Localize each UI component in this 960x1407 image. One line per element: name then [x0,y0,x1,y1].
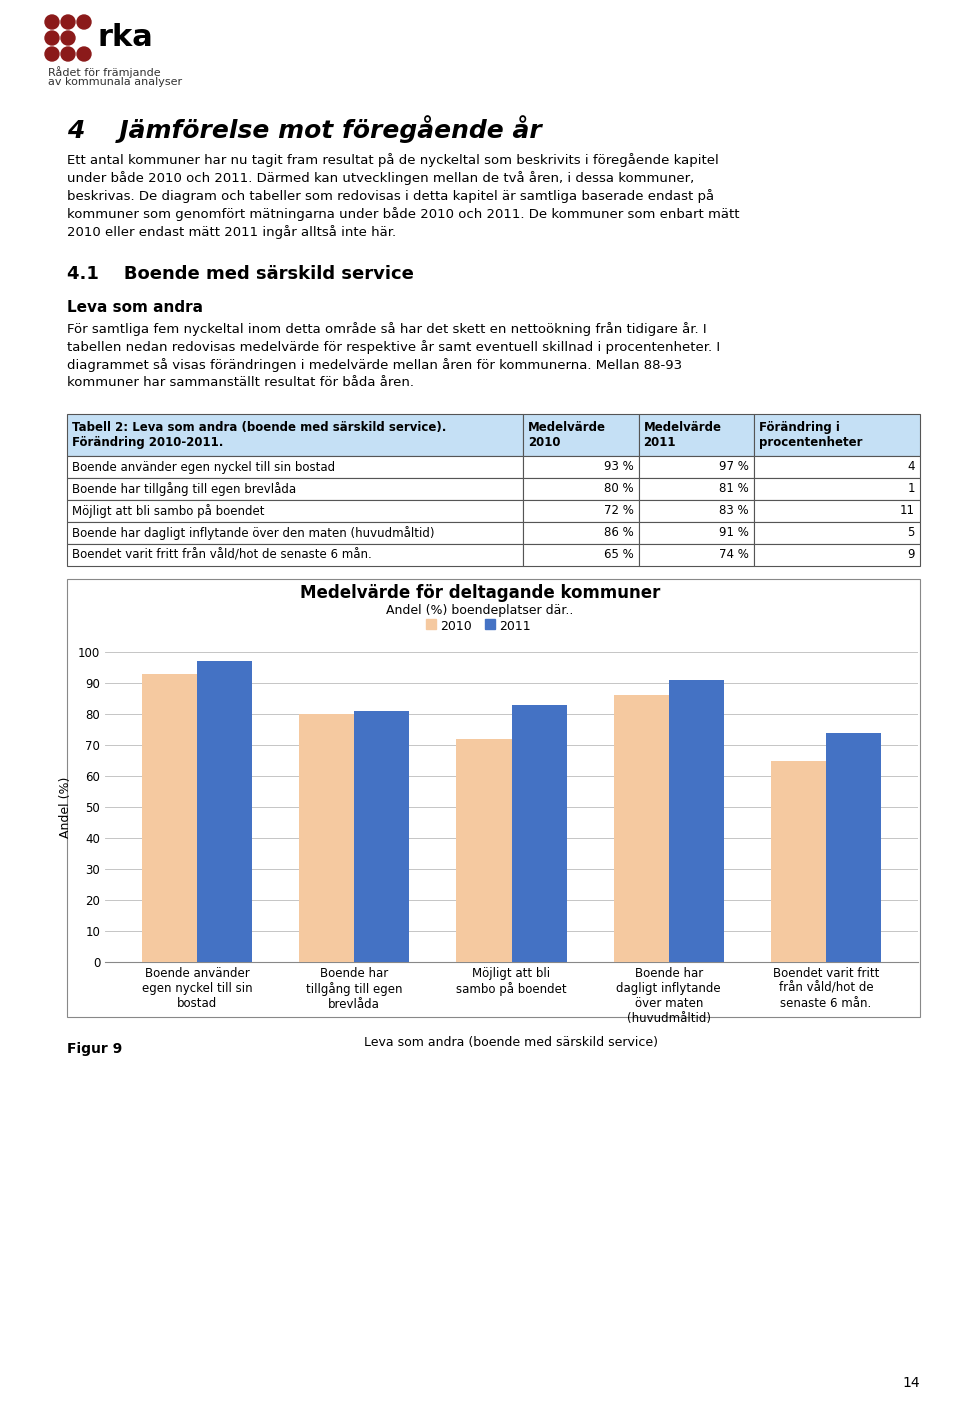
Text: under både 2010 och 2011. Därmed kan utvecklingen mellan de två åren, i dessa ko: under både 2010 och 2011. Därmed kan utv… [67,172,694,184]
Text: 86 %: 86 % [604,526,634,539]
Text: Andel (%) boendeplatser där..: Andel (%) boendeplatser där.. [386,604,574,618]
Text: Förändring i
procentenheter: Förändring i procentenheter [758,421,862,449]
Bar [67,414,523,456]
Bar [754,545,920,566]
Bar [523,414,638,456]
Bar [638,499,754,522]
Text: Tabell 2: Leva som andra (boende med särskild service).
Förändring 2010-2011.: Tabell 2: Leva som andra (boende med sär… [72,421,446,449]
Text: 4: 4 [907,460,915,474]
Circle shape [45,31,59,45]
Text: 11: 11 [900,505,915,518]
Text: 72 %: 72 % [604,505,634,518]
X-axis label: Leva som andra (boende med särskild service): Leva som andra (boende med särskild serv… [365,1036,659,1050]
Bar [197,661,252,962]
Circle shape [45,15,59,30]
Bar [67,580,920,1017]
Bar [67,456,523,478]
Bar [754,456,920,478]
Text: 91 %: 91 % [719,526,749,539]
Bar [754,499,920,522]
Text: 14: 14 [902,1376,920,1390]
Bar [512,705,566,962]
Text: 2010: 2010 [440,620,471,633]
Text: 5: 5 [907,526,915,539]
Text: 97 %: 97 % [719,460,749,474]
Bar [300,713,354,962]
Text: 93 %: 93 % [604,460,634,474]
Circle shape [45,46,59,61]
Text: kommuner har sammanställt resultat för båda åren.: kommuner har sammanställt resultat för b… [67,376,414,388]
Text: Boende har dagligt inflytande över den maten (huvudmåltid): Boende har dagligt inflytande över den m… [72,526,435,540]
Text: Boende har tillgång till egen brevlåda: Boende har tillgång till egen brevlåda [72,483,296,497]
Bar [754,522,920,545]
Bar [754,478,920,499]
Bar [354,711,409,962]
Y-axis label: Andel (%): Andel (%) [60,777,72,837]
Text: 81 %: 81 % [719,483,749,495]
Text: Möjligt att bli sambo på boendet: Möjligt att bli sambo på boendet [72,504,265,518]
Text: av kommunala analyser: av kommunala analyser [48,77,182,87]
Text: Figur 9: Figur 9 [67,1043,122,1057]
Text: Rådet för främjande: Rådet för främjande [48,66,160,77]
Text: Boendet varit fritt från våld/hot de senaste 6 mån.: Boendet varit fritt från våld/hot de sen… [72,549,372,561]
Bar [613,695,669,962]
Text: 80 %: 80 % [604,483,634,495]
Bar [67,499,523,522]
Text: 1: 1 [907,483,915,495]
Bar [638,522,754,545]
Bar [523,478,638,499]
Bar [638,545,754,566]
Bar [67,522,523,545]
Text: 2010 eller endast mätt 2011 ingår alltså inte här.: 2010 eller endast mätt 2011 ingår alltså… [67,225,396,239]
Circle shape [77,15,91,30]
Bar [456,739,512,962]
Text: Medelvärde för deltagande kommuner: Medelvärde för deltagande kommuner [300,584,660,602]
Circle shape [77,46,91,61]
Bar [67,545,523,566]
Text: Leva som andra: Leva som andra [67,300,203,315]
Text: tabellen nedan redovisas medelvärde för respektive år samt eventuell skillnad i : tabellen nedan redovisas medelvärde för … [67,340,720,355]
Text: 9: 9 [907,549,915,561]
Text: För samtliga fem nyckeltal inom detta område så har det skett en nettoökning frå: För samtliga fem nyckeltal inom detta om… [67,322,707,336]
Text: 74 %: 74 % [719,549,749,561]
Bar [754,414,920,456]
Text: kommuner som genomfört mätningarna under både 2010 och 2011. De kommuner som enb: kommuner som genomfört mätningarna under… [67,207,739,221]
Bar [426,619,436,629]
Circle shape [61,46,75,61]
Text: Medelvärde
2011: Medelvärde 2011 [643,421,722,449]
Bar [523,456,638,478]
Bar [523,522,638,545]
Text: 83 %: 83 % [719,505,749,518]
Text: Ett antal kommuner har nu tagit fram resultat på de nyckeltal som beskrivits i f: Ett antal kommuner har nu tagit fram res… [67,153,719,167]
Text: beskrivas. De diagram och tabeller som redovisas i detta kapitel är samtliga bas: beskrivas. De diagram och tabeller som r… [67,189,714,203]
Text: diagrammet så visas förändringen i medelvärde mellan åren för kommunerna. Mellan: diagrammet så visas förändringen i medel… [67,357,683,371]
Bar [669,680,724,962]
Bar [523,499,638,522]
Bar [523,545,638,566]
Bar [638,456,754,478]
Circle shape [61,31,75,45]
Bar [771,761,826,962]
Text: 4.1    Boende med särskild service: 4.1 Boende med särskild service [67,265,414,283]
Circle shape [61,15,75,30]
Bar [638,478,754,499]
Text: 65 %: 65 % [604,549,634,561]
Bar [638,414,754,456]
Bar [142,674,197,962]
Text: 4    Jämförelse mot föregående år: 4 Jämförelse mot föregående år [67,115,541,144]
Bar [67,478,523,499]
Bar [485,619,495,629]
Text: Medelvärde
2010: Medelvärde 2010 [528,421,607,449]
Text: 2011: 2011 [499,620,531,633]
Text: Boende använder egen nyckel till sin bostad: Boende använder egen nyckel till sin bos… [72,460,335,474]
Bar [826,733,881,962]
Text: rka: rka [97,24,153,52]
